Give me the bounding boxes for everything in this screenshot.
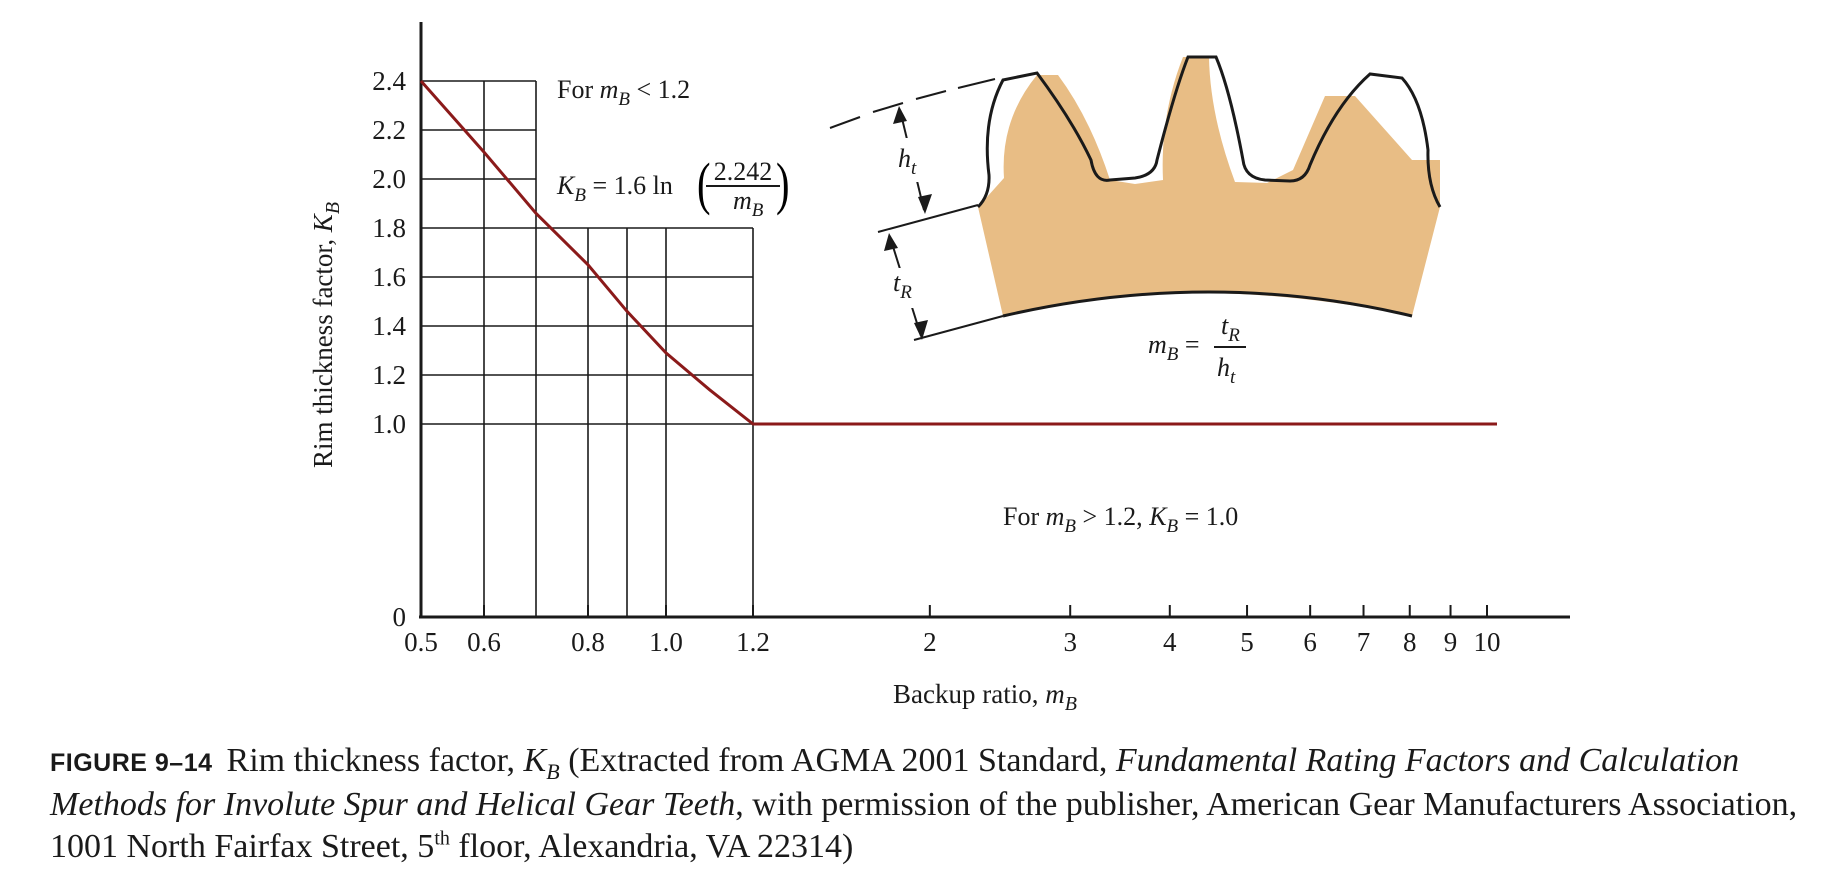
tr-arrowhead-top: [884, 233, 898, 251]
addendum-dash-line: [829, 78, 996, 129]
formula-close-paren: ): [776, 151, 790, 216]
svg-text:mB: mB: [733, 186, 764, 221]
gear-tooth-outline: [976, 55, 1442, 209]
ht-arrowhead-bottom: [918, 194, 932, 214]
y-axis-label: Rim thickness factor, KB: [308, 202, 344, 468]
axes: [419, 22, 1570, 619]
x-tick-label: 10: [1474, 627, 1501, 657]
svg-text:KB = 1.6 ln: KB = 1.6 ln: [556, 171, 673, 206]
root-extension-line: [913, 315, 1004, 341]
x-tick-label: 1.2: [736, 627, 770, 657]
y-tick-label: 1.0: [372, 409, 406, 439]
x-tick-label: 7: [1357, 627, 1371, 657]
svg-text:mB =: mB =: [1148, 330, 1200, 365]
x-tick-label: 8: [1403, 627, 1417, 657]
y-tick-group: 0 1.0 1.2 1.4 1.6 1.8 2.0 2.2 2.4: [372, 66, 406, 632]
svg-text:2.242: 2.242: [714, 157, 773, 186]
svg-text:ht: ht: [1217, 353, 1236, 388]
annotation-formula: KB = 1.6 ln ( 2.242 mB ): [556, 151, 790, 221]
y-tick-label: 2.0: [372, 164, 406, 194]
mb-formula: mB = tR ht: [1148, 311, 1246, 388]
x-tick-label: 0.5: [404, 627, 438, 657]
gear-root-arc: [1002, 290, 1413, 318]
ht-bottom-line: [877, 204, 979, 233]
annotation-for-low: For mB < 1.2: [557, 75, 690, 110]
svg-text:tR: tR: [1221, 311, 1240, 346]
y-tick-label: 2.4: [372, 66, 406, 96]
figure-caption: FIGURE 9–14 Rim thickness factor, KB (Ext…: [50, 742, 1798, 865]
x-tick-label: 9: [1444, 627, 1458, 657]
x-tick-label: 0.6: [467, 627, 501, 657]
formula-open-paren: (: [697, 151, 711, 216]
y-tick-label: 1.6: [372, 262, 406, 292]
x-tick-label: 5: [1240, 627, 1254, 657]
x-tick-label: 1.0: [649, 627, 683, 657]
x-tick-label: 2: [923, 627, 937, 657]
gear-diagram: ht tR mB = tR ht: [829, 55, 1442, 388]
x-tick-label: 6: [1303, 627, 1317, 657]
x-tick-label: 3: [1063, 627, 1077, 657]
figure-number: FIGURE 9–14: [50, 749, 213, 777]
x-tick-group: 0.5 0.6 0.8 1.0 1.2 2 3 4 5 6 7 8 9 10: [404, 605, 1501, 657]
y-tick-label: 2.2: [372, 115, 406, 145]
y-tick-label: 1.2: [372, 360, 406, 390]
tr-label: tR: [893, 268, 912, 303]
gear-rim-body: [978, 57, 1440, 316]
tr-arrowhead-bottom: [914, 320, 928, 340]
annotation-for-high: For mB > 1.2, KB = 1.0: [1003, 502, 1238, 537]
x-axis-label: Backup ratio, mB: [893, 679, 1077, 715]
y-tick-label: 0: [393, 602, 407, 632]
ht-arrowhead-top: [893, 106, 907, 124]
chart: 0.5 0.6 0.8 1.0 1.2 2 3 4 5 6 7 8 9 10 0 1.0 1.2 1.4 1.6 1…: [308, 22, 1570, 715]
y-tick-label: 1.4: [372, 311, 406, 341]
x-tick-label: 0.8: [571, 627, 605, 657]
kb-curve: [419, 80, 1497, 426]
y-tick-label: 1.8: [372, 213, 406, 243]
x-tick-label: 4: [1163, 627, 1177, 657]
ht-label: ht: [898, 144, 917, 179]
